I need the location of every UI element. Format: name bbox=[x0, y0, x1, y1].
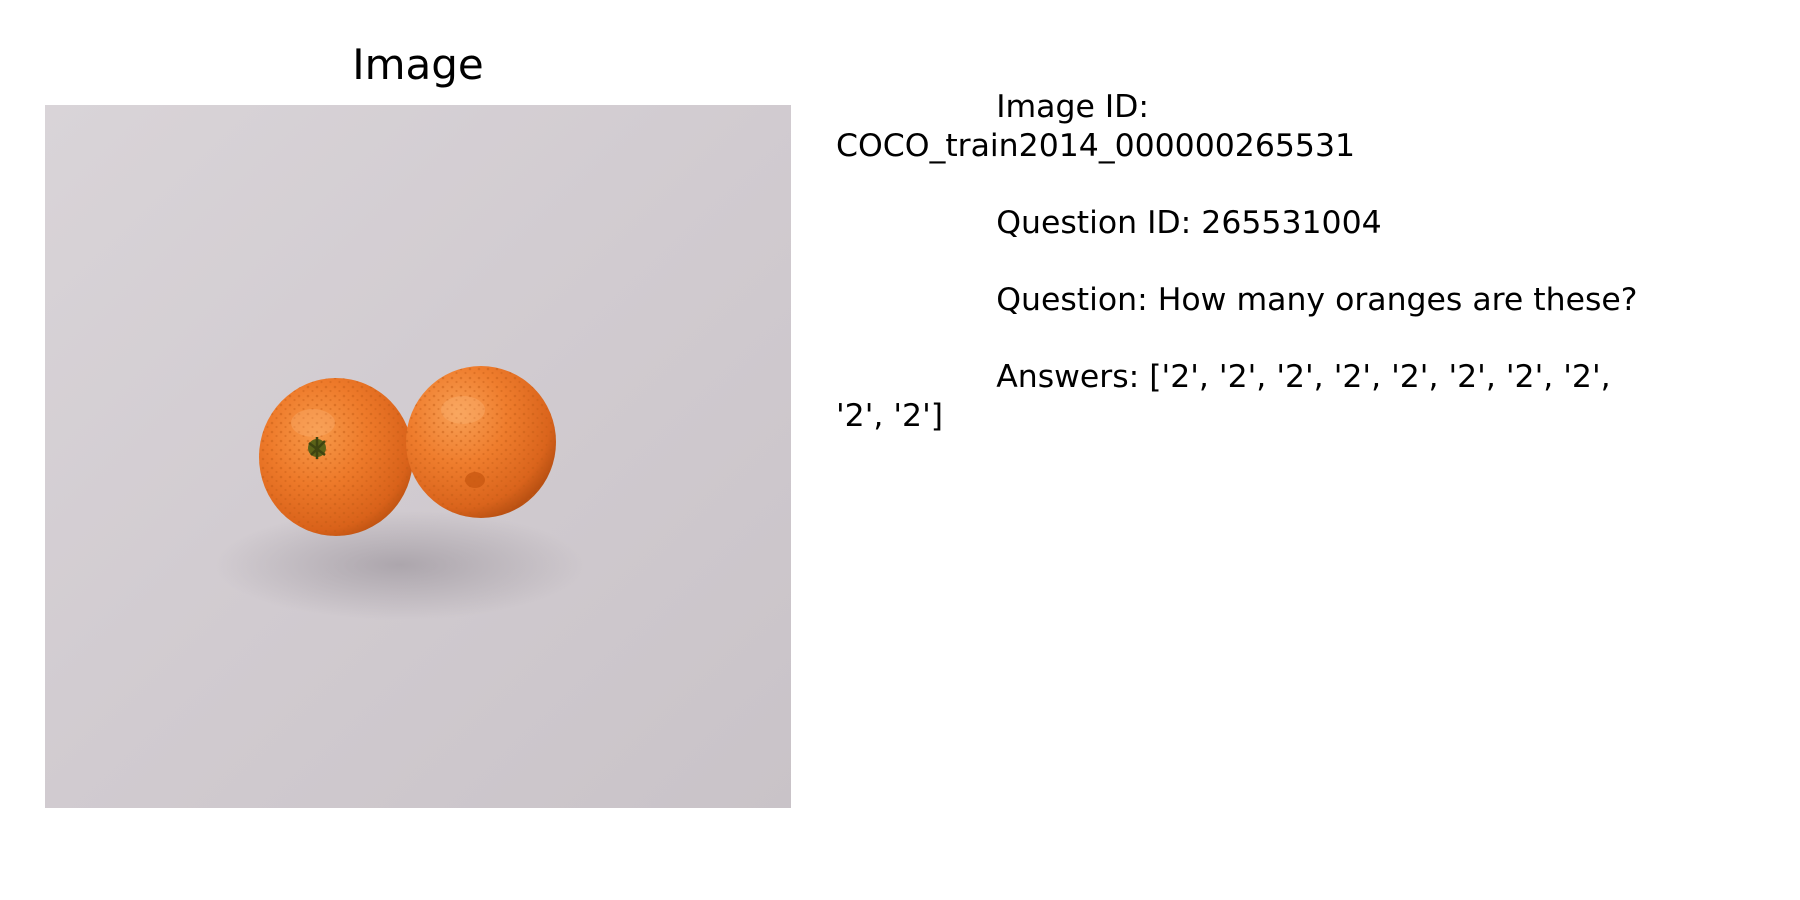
image-id-value: COCO_train2014_000000265531 bbox=[836, 128, 1356, 164]
image-id-label: Image ID: bbox=[836, 89, 1150, 125]
stem-icon bbox=[308, 437, 326, 459]
answers-line-2: '2', '2'] bbox=[836, 398, 944, 434]
orange-right bbox=[406, 366, 556, 518]
answers-line-1: Answers: ['2', '2', '2', '2', '2', '2', … bbox=[836, 359, 1611, 395]
photo bbox=[45, 105, 791, 808]
panel-title: Image bbox=[352, 40, 484, 89]
question-text: Question: How many oranges are these? bbox=[836, 282, 1638, 318]
info-panel: Image ID: COCO_train2014_000000265531 Qu… bbox=[836, 88, 1796, 436]
orange-left bbox=[259, 378, 413, 536]
question-id: Question ID: 265531004 bbox=[836, 205, 1382, 241]
